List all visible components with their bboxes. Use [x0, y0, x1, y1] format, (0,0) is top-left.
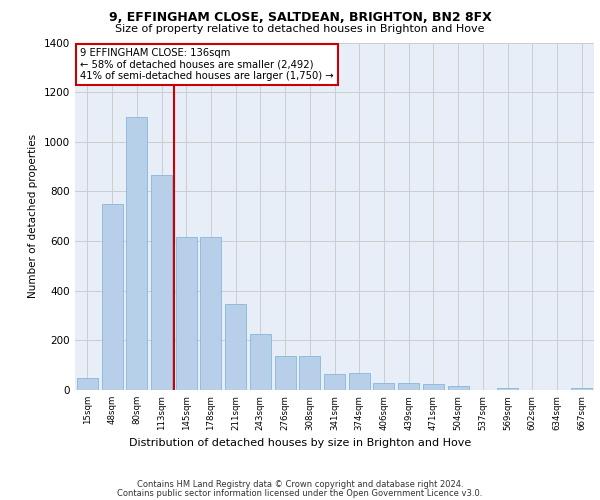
Bar	[497, 388, 518, 390]
Bar	[275, 356, 296, 390]
Y-axis label: Number of detached properties: Number of detached properties	[28, 134, 38, 298]
Text: 9, EFFINGHAM CLOSE, SALTDEAN, BRIGHTON, BN2 8FX: 9, EFFINGHAM CLOSE, SALTDEAN, BRIGHTON, …	[109, 11, 491, 24]
Bar	[299, 356, 320, 390]
Bar	[101, 204, 122, 390]
Bar	[448, 386, 469, 390]
Bar	[423, 384, 444, 390]
Bar	[349, 372, 370, 390]
Bar	[200, 238, 221, 390]
Text: Distribution of detached houses by size in Brighton and Hove: Distribution of detached houses by size …	[129, 438, 471, 448]
Text: Size of property relative to detached houses in Brighton and Hove: Size of property relative to detached ho…	[115, 24, 485, 34]
Bar	[151, 176, 172, 390]
Bar	[126, 117, 147, 390]
Text: Contains public sector information licensed under the Open Government Licence v3: Contains public sector information licen…	[118, 488, 482, 498]
Bar	[176, 238, 197, 390]
Bar	[398, 382, 419, 390]
Bar	[225, 304, 246, 390]
Text: 9 EFFINGHAM CLOSE: 136sqm
← 58% of detached houses are smaller (2,492)
41% of se: 9 EFFINGHAM CLOSE: 136sqm ← 58% of detac…	[80, 48, 334, 81]
Bar	[250, 334, 271, 390]
Bar	[77, 378, 98, 390]
Bar	[373, 382, 394, 390]
Text: Contains HM Land Registry data © Crown copyright and database right 2024.: Contains HM Land Registry data © Crown c…	[137, 480, 463, 489]
Bar	[324, 374, 345, 390]
Bar	[571, 388, 592, 390]
